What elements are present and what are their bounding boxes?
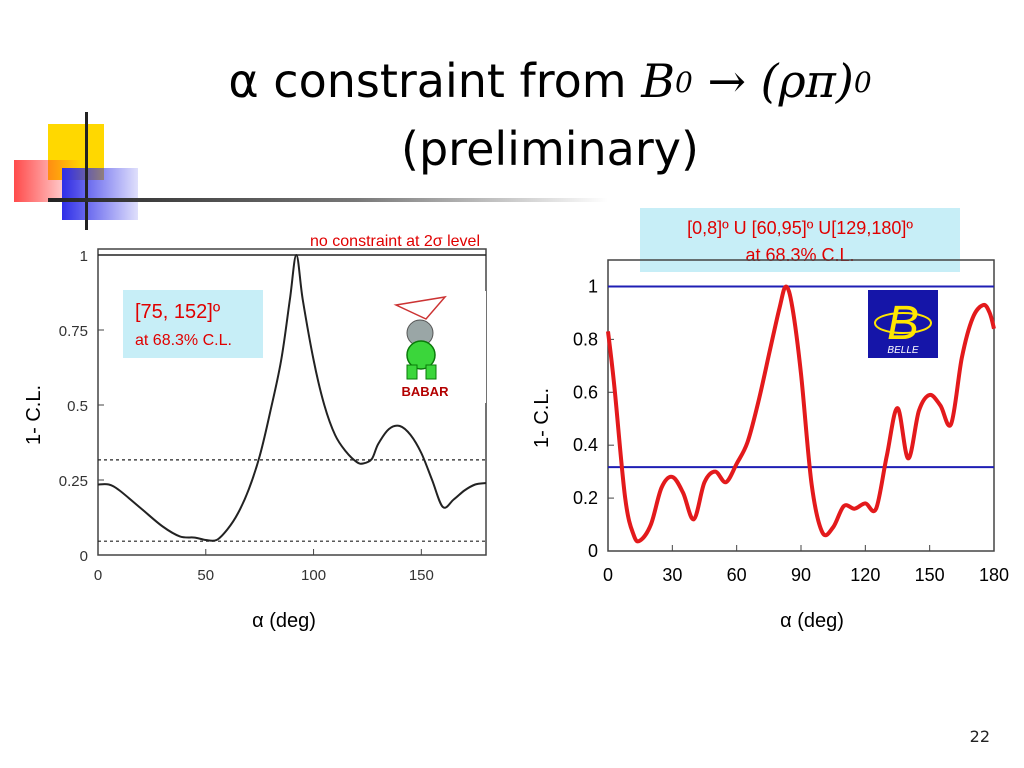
y-tick-label: 0.4 bbox=[573, 435, 598, 455]
x-tick-label: 50 bbox=[197, 567, 214, 584]
vertical-rule bbox=[85, 112, 88, 230]
babar-chart: no constraint at 2σ level 0 50 100 150 0 0.25… bbox=[23, 233, 487, 632]
title-prefix: α constraint from bbox=[228, 54, 627, 108]
slide-subtitle: (preliminary) bbox=[401, 122, 699, 176]
y-tick-label: 0.75 bbox=[59, 323, 88, 340]
belle-logo-text: BELLE bbox=[887, 345, 918, 356]
x-tick-label: 120 bbox=[850, 565, 880, 585]
y-tick-label: 1 bbox=[588, 276, 598, 296]
y-tick-label: 0.6 bbox=[573, 382, 598, 402]
belle-reference-lines bbox=[608, 285, 994, 469]
babar-range-cl: at 68.3% C.L. bbox=[135, 332, 232, 349]
belle-range-text: [0,8]º U [60,95]º U[129,180]º bbox=[687, 218, 913, 238]
babar-logo-text: BABAR bbox=[402, 384, 450, 399]
y-tick-label: 0 bbox=[588, 541, 598, 561]
y-tick-label: 0.5 bbox=[67, 398, 88, 415]
title-formula: B0 → (ρπ)0 bbox=[641, 54, 871, 108]
title-b: B bbox=[641, 54, 676, 108]
slide-number: 22 bbox=[969, 727, 990, 746]
belle-range-box bbox=[640, 208, 960, 272]
belle-chart: [0,8]º U [60,95]º U[129,180]º at 68.3% C… bbox=[531, 208, 1009, 632]
babar-axis-ticks: 0 50 100 150 0 0.25 0.5 0.75 1 bbox=[59, 248, 434, 584]
belle-axis-ticks: 0 30 60 90 120 150 180 0 0.2 0.4 0.6 0.8 1 bbox=[573, 276, 1009, 585]
belle-logo: B BELLE bbox=[868, 290, 938, 358]
babar-header: no constraint at 2σ level bbox=[310, 233, 480, 250]
belle-ylabel: 1- C.L. bbox=[531, 388, 553, 448]
y-tick-label: 1 bbox=[80, 248, 88, 265]
title-b-sup: 0 bbox=[675, 66, 693, 99]
y-tick-label: 0.2 bbox=[573, 488, 598, 508]
babar-series-line bbox=[97, 253, 487, 542]
x-tick-label: 60 bbox=[727, 565, 747, 585]
title-rhopi-sup: 0 bbox=[853, 66, 872, 99]
x-tick-label: 180 bbox=[979, 565, 1009, 585]
babar-ylabel: 1- C.L. bbox=[23, 385, 45, 445]
title-rhopi: (ρπ) bbox=[760, 54, 854, 108]
x-tick-label: 0 bbox=[94, 567, 102, 584]
y-tick-label: 0.8 bbox=[573, 329, 598, 349]
slide-title: α constraint from B0 → (ρπ)0 bbox=[120, 50, 980, 112]
x-tick-label: 150 bbox=[409, 567, 434, 584]
title-arrow: → bbox=[707, 54, 747, 108]
belle-series-line bbox=[606, 284, 996, 544]
x-tick-label: 30 bbox=[662, 565, 682, 585]
blue-square bbox=[62, 168, 138, 220]
belle-xlabel: α (deg) bbox=[780, 610, 844, 632]
babar-range-box bbox=[123, 290, 263, 358]
babar-logo: BABAR bbox=[380, 291, 486, 403]
y-tick-label: 0 bbox=[80, 548, 88, 565]
babar-reference-lines bbox=[98, 254, 486, 542]
y-tick-label: 0.25 bbox=[59, 473, 88, 490]
belle-range-cl: at 68.3% C.L. bbox=[745, 245, 854, 265]
babar-range-text: [75, 152]º bbox=[135, 301, 221, 323]
x-tick-label: 0 bbox=[603, 565, 613, 585]
babar-xlabel: α (deg) bbox=[252, 610, 316, 632]
svg-text:B: B bbox=[887, 297, 919, 350]
horizontal-rule bbox=[48, 198, 608, 202]
x-tick-label: 150 bbox=[915, 565, 945, 585]
x-tick-label: 100 bbox=[301, 567, 326, 584]
x-tick-label: 90 bbox=[791, 565, 811, 585]
